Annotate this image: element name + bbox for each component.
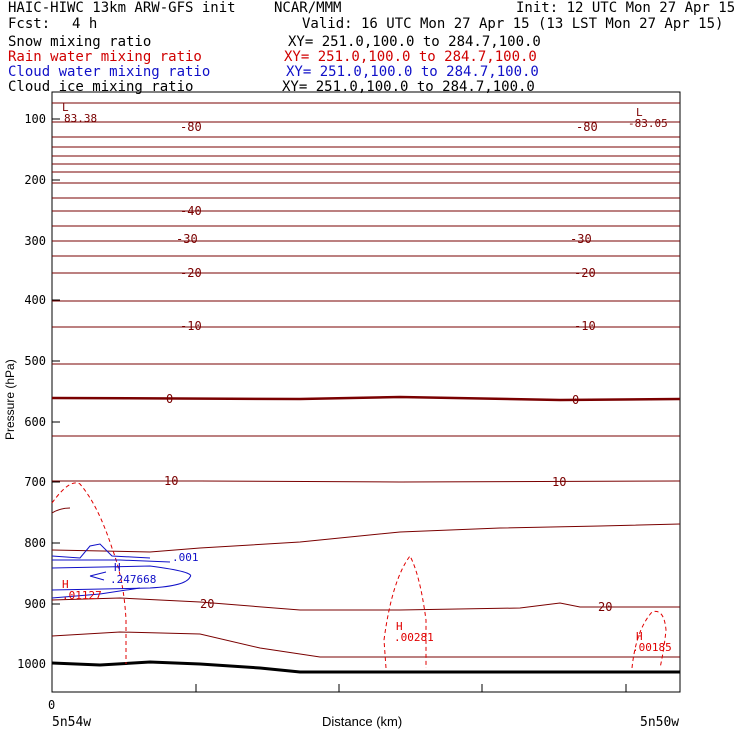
isotherm: [51, 631, 680, 658]
temperature-isotherms: [51, 102, 681, 658]
temp-label-zero: 0: [166, 392, 173, 406]
cloud-water-contours: [51, 543, 192, 599]
x-axis-label: Distance (km): [322, 714, 402, 729]
temp-label-minus20: -20: [574, 266, 596, 280]
rain-high-value: .00185: [632, 641, 672, 654]
cloud-contour: [51, 587, 141, 599]
x-axis: [51, 684, 627, 692]
low-markers: L 83.38 L -83.05: [62, 101, 668, 130]
cloud-high-letter: H: [114, 561, 121, 574]
rain-high-markers: H .01127 H .00281 H .00185: [62, 578, 672, 654]
y-axis-label: Pressure (hPa): [3, 359, 17, 440]
cloud-high-value: .247668: [110, 573, 156, 586]
temp-label-minus80: -80: [576, 120, 598, 134]
temp-label-minus30: -30: [570, 232, 592, 246]
low-marker-letter: L: [636, 106, 643, 119]
legend-rain-xy: XY= 251.0,100.0 to 284.7,100.0: [284, 49, 537, 65]
legend-cloud-xy: XY= 251.0,100.0 to 284.7,100.0: [286, 64, 539, 80]
rain-high-letter: H: [396, 620, 403, 633]
y-tick-label: 200: [24, 173, 46, 187]
cloud-water-label: .001: [172, 551, 199, 564]
y-tick-label: 100: [24, 112, 46, 126]
isotherm: [51, 507, 71, 514]
legend-ice-label: Cloud ice mixing ratio: [8, 79, 194, 95]
rain-high-value: .00281: [394, 631, 434, 644]
legend-snow-label: Snow mixing ratio: [8, 34, 152, 50]
isotherm: [51, 597, 680, 611]
org-label: NCAR/MMM: [274, 0, 342, 16]
rain-contour: [631, 610, 667, 669]
isotherm: [52, 480, 681, 483]
valid-time: Valid: 16 UTC Mon 27 Apr 15 (13 LST Mon …: [302, 16, 724, 32]
y-tick-label: 1000: [17, 657, 46, 671]
rain-high-letter: H: [62, 578, 69, 591]
cloud-contour: [51, 543, 151, 559]
y-tick-label: 600: [24, 415, 46, 429]
temp-label-minus10: -10: [574, 319, 596, 333]
temp-label-minus40: -40: [180, 204, 202, 218]
temp-label-20: 20: [598, 600, 612, 614]
y-axis: 100 200 300 400 500 600 700 800 900 1000: [17, 112, 60, 671]
init-time: Init: 12 UTC Mon 27 Apr 15: [516, 0, 736, 16]
fcst-label: Fcst:: [8, 16, 51, 32]
x-right-label: 5n50w: [640, 715, 679, 730]
y-tick-label: 500: [24, 354, 46, 368]
plot-frame: [51, 91, 681, 693]
temp-label-minus10: -10: [180, 319, 202, 333]
y-tick-label: 900: [24, 597, 46, 611]
legend-cloud-label: Cloud water mixing ratio: [8, 64, 211, 80]
y-tick-label: 400: [24, 293, 46, 307]
temp-label-10: 10: [164, 474, 178, 488]
cloud-contour: [52, 559, 171, 563]
rain-high-value: .01127: [62, 589, 102, 602]
temp-label-minus80: -80: [180, 120, 202, 134]
y-tick-label: 700: [24, 475, 46, 489]
temp-label-minus30: -30: [176, 232, 198, 246]
temp-label-20: 20: [200, 597, 214, 611]
legend-rain-label: Rain water mixing ratio: [8, 49, 202, 65]
low-marker-value: -83.05: [628, 117, 668, 130]
low-marker-letter: L: [62, 101, 69, 114]
y-tick-label: 800: [24, 536, 46, 550]
y-tick-label: 300: [24, 234, 46, 248]
ground-surface: [51, 660, 680, 674]
temperature-labels: -80 -80 -40 -30 -30 -20 -20 -10 -10 0 0 …: [164, 120, 612, 614]
cloud-contour: [89, 571, 107, 581]
isotherm: [51, 523, 681, 553]
legend-ice-xy: XY= 251.0,100.0 to 284.7,100.0: [282, 79, 535, 95]
model-title: HAIC-HIWC 13km ARW-GFS init: [8, 0, 236, 16]
temp-label-10: 10: [552, 475, 566, 489]
x-left-label: 5n54w: [52, 715, 91, 730]
rain-contour: [383, 555, 427, 669]
temp-label-zero: 0: [572, 393, 579, 407]
low-marker-value: 83.38: [64, 112, 97, 125]
cloud-contour: [51, 565, 192, 591]
fcst-value: 4 h: [72, 16, 98, 32]
rain-high-letter: H: [636, 630, 643, 643]
isotherm: [51, 395, 681, 402]
legend-snow-xy: XY= 251.0,100.0 to 284.7,100.0: [288, 34, 541, 50]
rain-water-contours: [51, 482, 667, 669]
x-tick-zero: 0: [48, 698, 55, 712]
temp-label-minus20: -20: [180, 266, 202, 280]
